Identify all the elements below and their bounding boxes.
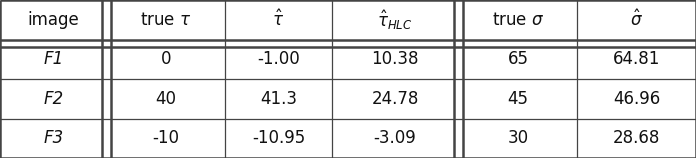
Text: 28.68: 28.68 bbox=[613, 129, 661, 147]
Text: 41.3: 41.3 bbox=[260, 90, 297, 108]
Text: -3.09: -3.09 bbox=[374, 129, 416, 147]
Text: $\hat{\tau}_{HLC}$: $\hat{\tau}_{HLC}$ bbox=[377, 8, 413, 32]
Text: 64.81: 64.81 bbox=[613, 50, 661, 68]
Text: 30: 30 bbox=[507, 129, 528, 147]
Text: -10: -10 bbox=[152, 129, 180, 147]
Text: -1.00: -1.00 bbox=[257, 50, 300, 68]
Text: F1: F1 bbox=[43, 50, 63, 68]
Text: F3: F3 bbox=[43, 129, 63, 147]
Text: true $\tau$: true $\tau$ bbox=[140, 11, 191, 29]
Text: 0: 0 bbox=[161, 50, 171, 68]
Text: 65: 65 bbox=[507, 50, 528, 68]
Text: $\hat{\tau}$: $\hat{\tau}$ bbox=[272, 9, 285, 30]
Text: 46.96: 46.96 bbox=[613, 90, 661, 108]
Text: true $\sigma$: true $\sigma$ bbox=[492, 11, 544, 29]
Text: 45: 45 bbox=[507, 90, 528, 108]
Text: 24.78: 24.78 bbox=[372, 90, 419, 108]
Text: 40: 40 bbox=[155, 90, 176, 108]
Text: F2: F2 bbox=[43, 90, 63, 108]
Text: image: image bbox=[27, 11, 79, 29]
Text: -10.95: -10.95 bbox=[252, 129, 305, 147]
Text: 10.38: 10.38 bbox=[372, 50, 419, 68]
Text: $\hat{\sigma}$: $\hat{\sigma}$ bbox=[630, 9, 643, 30]
